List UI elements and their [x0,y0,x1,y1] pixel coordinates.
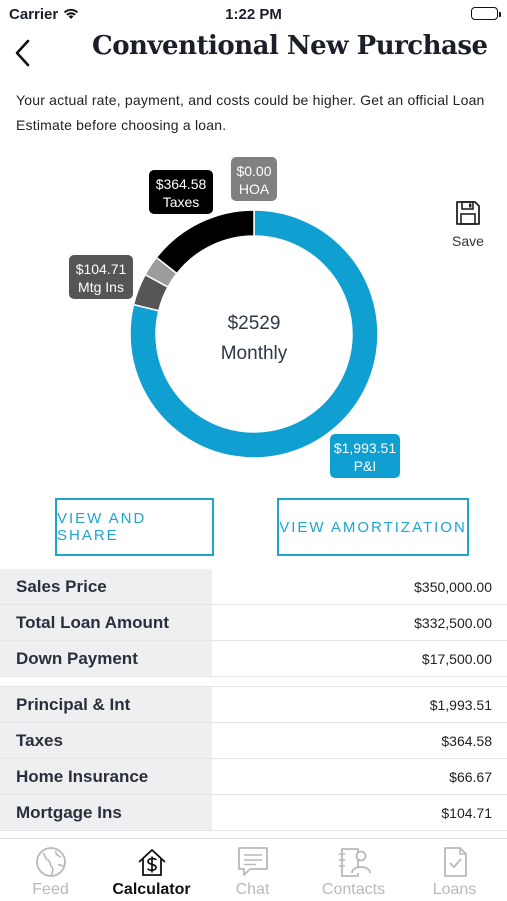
row-label: Principal & Int [0,687,212,722]
table-row: Mortgage Ins $104.71 [0,795,507,831]
status-bar: Carrier 1:22 PM [0,0,507,30]
row-value: $1,993.51 [429,696,492,713]
document-check-icon [443,847,467,877]
callout-p-i: $1,993.51 P&I [330,434,400,478]
donut-slice-taxes [155,209,255,275]
row-value: $332,500.00 [414,614,492,631]
callout-name: HOA [239,181,270,197]
chevron-left-icon [15,39,30,67]
loan-details-table: Sales Price $350,000.00 Total Loan Amoun… [0,569,507,831]
donut-slice-p-i [129,209,379,459]
callout-amount: $0.00 [236,163,271,179]
row-value: $350,000.00 [414,578,492,595]
view-and-share-button[interactable]: VIEW AND SHARE [55,498,214,556]
callout-taxes: $364.58 Taxes [149,170,213,214]
page-title: Conventional New Purchase [92,31,488,61]
row-value: $104.71 [441,804,492,821]
callout-amount: $104.71 [76,261,127,277]
back-button[interactable] [10,36,38,70]
clock: 1:22 PM [225,6,282,23]
callout-hoa: $0.00 HOA [231,157,277,201]
battery-icon [471,7,501,20]
table-row: Principal & Int $1,993.51 [0,687,507,723]
row-label: Down Payment [0,641,212,676]
carrier-name: Carrier [9,6,59,23]
monthly-total-value: $2529 [228,313,281,334]
row-label: Taxes [0,723,212,758]
tab-label: Feed [32,881,69,898]
table-row: Sales Price $350,000.00 [0,569,507,605]
row-value: $364.58 [441,732,492,749]
wifi-icon [62,6,80,25]
house-dollar-icon [137,849,166,876]
globe-icon [35,847,66,877]
disclaimer-text: Your actual rate, payment, and costs cou… [16,92,485,133]
chat-icon [237,847,268,876]
callout-name: Mtg Ins [78,279,124,295]
row-label: Total Loan Amount [0,605,212,640]
tab-bar: Feed Calculator Chat Contacts Loans [0,838,507,900]
row-value: $66.67 [449,768,492,785]
callout-amount: $1,993.51 [334,440,396,456]
tab-contacts[interactable]: Contacts [303,839,404,901]
tab-label: Loans [432,881,477,898]
save-label: Save [452,233,484,249]
save-button[interactable]: Save [446,199,490,251]
tab-label: Contacts [321,881,386,898]
row-value: $17,500.00 [421,650,492,667]
tab-chat[interactable]: Chat [202,839,303,901]
callout-name: Taxes [163,194,200,210]
floppy-disk-icon [456,201,480,225]
tab-loans[interactable]: Loans [404,839,505,901]
section-divider [0,677,507,687]
row-label: Mortgage Ins [0,795,212,830]
monthly-label: Monthly [221,343,288,364]
table-row: Taxes $364.58 [0,723,507,759]
callout-name: P&I [354,458,377,474]
tab-label: Calculator [112,881,191,898]
contacts-icon [338,848,371,877]
view-amortization-button[interactable]: VIEW AMORTIZATION [277,498,469,556]
table-row: Down Payment $17,500.00 [0,641,507,677]
row-label: Sales Price [0,569,212,604]
table-row: Total Loan Amount $332,500.00 [0,605,507,641]
callout-mtg-ins: $104.71 Mtg Ins [69,255,133,299]
tab-calculator[interactable]: Calculator [101,839,202,901]
tab-feed[interactable]: Feed [0,839,101,901]
row-label: Home Insurance [0,759,212,794]
callout-amount: $364.58 [156,176,207,192]
payment-donut-chart: $2529 Monthly $1,993.51 P&I $104.71 Mtg Ins $3… [0,150,507,490]
tab-label: Chat [235,881,270,898]
table-row: Home Insurance $66.67 [0,759,507,795]
